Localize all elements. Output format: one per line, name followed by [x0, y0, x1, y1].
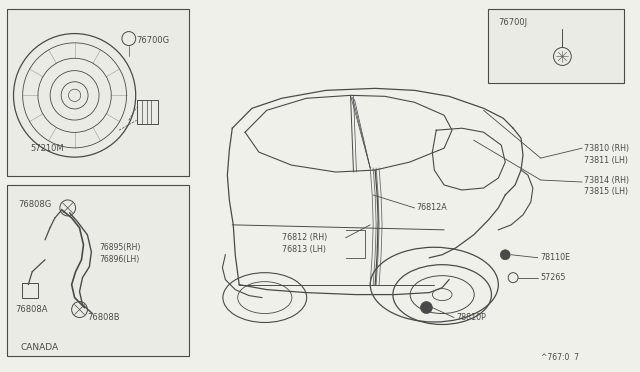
Bar: [488, 9, 625, 83]
Text: 76896(LH): 76896(LH): [99, 255, 140, 264]
Circle shape: [420, 302, 433, 314]
Bar: [6, 9, 189, 176]
Text: 76812 (RH): 76812 (RH): [282, 233, 327, 242]
Text: 76895(RH): 76895(RH): [99, 243, 141, 252]
Text: 78810P: 78810P: [456, 313, 486, 322]
Text: CANADA: CANADA: [20, 343, 58, 352]
Text: 76812A: 76812A: [417, 203, 447, 212]
Text: 73811 (LH): 73811 (LH): [584, 155, 628, 164]
Text: 76813 (LH): 76813 (LH): [282, 245, 326, 254]
Text: 76808G: 76808G: [19, 201, 52, 209]
Text: 57210M: 57210M: [30, 144, 64, 153]
Text: 57265: 57265: [541, 273, 566, 282]
Text: ^767:0  7: ^767:0 7: [541, 353, 579, 362]
Text: 73815 (LH): 73815 (LH): [584, 187, 628, 196]
Text: 73814 (RH): 73814 (RH): [584, 176, 629, 185]
Text: 76700J: 76700J: [499, 18, 527, 27]
Bar: [6, 185, 189, 356]
Text: 78110E: 78110E: [541, 253, 571, 262]
Text: 76808B: 76808B: [88, 313, 120, 322]
Circle shape: [500, 250, 510, 260]
Text: 73810 (RH): 73810 (RH): [584, 144, 629, 153]
Text: 76700G: 76700G: [137, 36, 170, 45]
Text: 76808A: 76808A: [15, 305, 48, 314]
